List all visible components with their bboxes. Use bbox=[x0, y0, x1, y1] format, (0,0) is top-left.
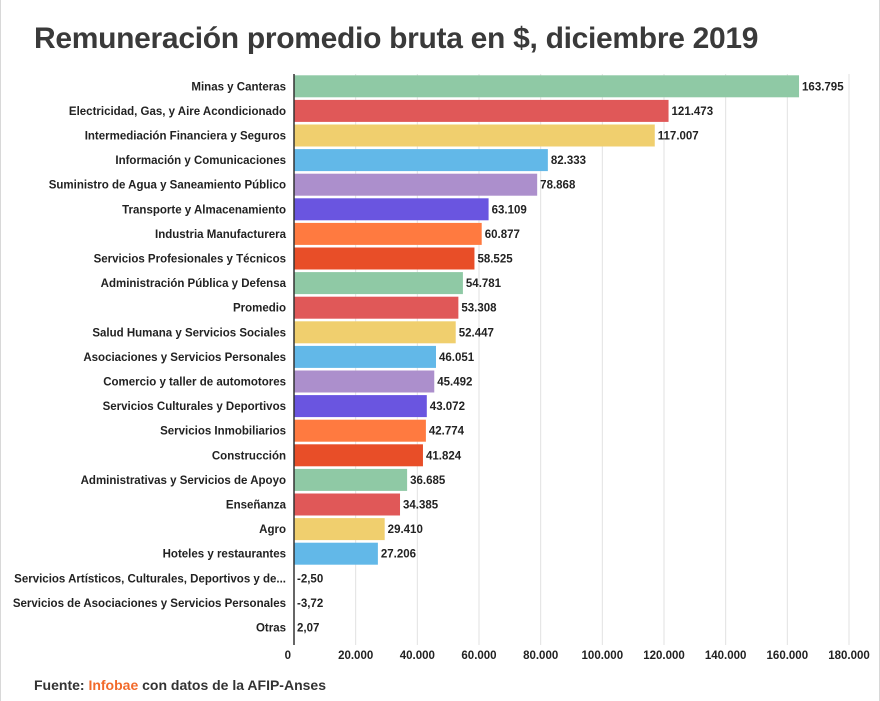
bar bbox=[294, 493, 401, 516]
value-label: 36.685 bbox=[410, 475, 446, 487]
value-label: 29.410 bbox=[388, 524, 423, 536]
value-label: 78.868 bbox=[540, 180, 576, 192]
value-label: 82.333 bbox=[551, 155, 586, 167]
value-label: 2,07 bbox=[297, 623, 319, 635]
bar bbox=[294, 468, 408, 491]
tick-label: 40.000 bbox=[400, 650, 435, 662]
value-label: 52.447 bbox=[459, 327, 494, 339]
category-labels: Minas y Canteras Electricidad, Gas, y Air… bbox=[13, 81, 287, 634]
category-label: Industria Manufacturera bbox=[155, 229, 287, 241]
bar bbox=[294, 542, 378, 565]
category-label: Información y Comunicaciones bbox=[115, 155, 286, 167]
category-label: Servicios Inmobiliarios bbox=[160, 426, 286, 438]
category-label: Comercio y taller de automotores bbox=[103, 377, 286, 389]
tick-label: 180.000 bbox=[828, 650, 870, 662]
category-label: Intermediación Financiera y Seguros bbox=[85, 131, 286, 143]
bar bbox=[294, 272, 463, 295]
category-label: Enseñanza bbox=[226, 500, 287, 512]
value-label: 53.308 bbox=[461, 303, 497, 315]
bar bbox=[294, 370, 435, 393]
bar bbox=[294, 149, 548, 172]
value-label: 34.385 bbox=[403, 500, 439, 512]
chart-title: Remuneración promedio bruta en $, diciem… bbox=[34, 22, 759, 55]
category-label: Hoteles y restaurantes bbox=[163, 549, 286, 561]
source-brand: Infobae bbox=[88, 677, 139, 693]
value-label: -2,50 bbox=[297, 573, 323, 585]
value-label: 41.824 bbox=[426, 450, 462, 462]
tick-label: 20.000 bbox=[338, 650, 373, 662]
category-label: Asociaciones y Servicios Personales bbox=[83, 352, 286, 364]
value-label: 63.109 bbox=[492, 204, 527, 216]
value-label: 45.492 bbox=[437, 377, 472, 389]
category-label: Administrativas y Servicios de Apoyo bbox=[81, 475, 286, 487]
tick-label: 160.000 bbox=[767, 650, 809, 662]
category-label: Servicios Culturales y Deportivos bbox=[103, 401, 286, 413]
source-note: Fuente: Infobae con datos de la AFIP-Ans… bbox=[34, 677, 326, 693]
value-label: 117.007 bbox=[658, 131, 699, 143]
bar bbox=[294, 345, 436, 368]
category-label: Otras bbox=[256, 623, 286, 635]
bars bbox=[293, 75, 800, 639]
bar bbox=[294, 75, 800, 98]
bar bbox=[294, 99, 669, 122]
source-suffix: con datos de la AFIP-Anses bbox=[138, 677, 326, 693]
value-label: 42.774 bbox=[429, 426, 465, 438]
value-labels: 163.795 121.473 117.007 82.333 78.868 63.109 6… bbox=[297, 81, 844, 634]
source-prefix: Fuente: bbox=[34, 677, 89, 693]
category-label: Agro bbox=[259, 524, 286, 536]
tick-label: 0 bbox=[285, 650, 291, 662]
category-label: Electricidad, Gas, y Aire Acondicionado bbox=[69, 106, 286, 118]
value-label: 43.072 bbox=[430, 401, 465, 413]
tick-label: 120.000 bbox=[643, 650, 685, 662]
tick-label: 80.000 bbox=[523, 650, 558, 662]
tick-label: 140.000 bbox=[705, 650, 747, 662]
tick-labels: 0 20.000 40.000 60.000 80.000 100.000 120.000 1… bbox=[285, 650, 870, 662]
value-label: 54.781 bbox=[466, 278, 502, 290]
category-label: Suministro de Agua y Saneamiento Público bbox=[49, 180, 286, 192]
bar bbox=[294, 247, 475, 270]
bar bbox=[294, 518, 385, 541]
category-label: Servicios Artísticos, Culturales, Deport… bbox=[14, 573, 286, 585]
value-label: 58.525 bbox=[477, 254, 513, 266]
category-label: Servicios de Asociaciones y Servicios Pe… bbox=[13, 598, 286, 610]
bar bbox=[294, 222, 482, 245]
category-label: Promedio bbox=[233, 303, 286, 315]
category-label: Construcción bbox=[212, 450, 286, 462]
value-label: 27.206 bbox=[381, 549, 416, 561]
value-label: 60.877 bbox=[485, 229, 520, 241]
value-label: 121.473 bbox=[672, 106, 714, 118]
tick-label: 100.000 bbox=[582, 650, 624, 662]
tick-label: 60.000 bbox=[461, 650, 496, 662]
category-label: Servicios Profesionales y Técnicos bbox=[94, 254, 286, 266]
category-label: Transporte y Almacenamiento bbox=[122, 204, 286, 216]
category-label: Minas y Canteras bbox=[191, 81, 286, 93]
bar bbox=[294, 198, 489, 221]
value-label: 46.051 bbox=[439, 352, 475, 364]
bar bbox=[294, 395, 427, 418]
value-label: -3,72 bbox=[297, 598, 323, 610]
category-label: Administración Pública y Defensa bbox=[101, 278, 287, 290]
value-label: 163.795 bbox=[802, 81, 844, 93]
bar bbox=[294, 124, 655, 147]
bar bbox=[294, 444, 423, 467]
bar bbox=[294, 296, 459, 319]
bar bbox=[294, 173, 538, 196]
bar bbox=[294, 419, 426, 442]
category-label: Salud Humana y Servicios Sociales bbox=[92, 327, 286, 339]
bar bbox=[294, 321, 456, 344]
